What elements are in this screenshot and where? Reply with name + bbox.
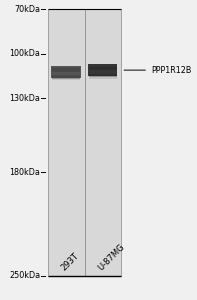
Bar [89, 75, 117, 79]
Text: PPP1R12B: PPP1R12B [124, 66, 191, 75]
Bar [89, 65, 117, 69]
Text: 70kDa: 70kDa [15, 5, 41, 14]
Bar [52, 75, 81, 79]
Bar [48, 10, 85, 276]
Text: 130kDa: 130kDa [10, 94, 41, 103]
Bar [89, 74, 117, 77]
Text: 293T: 293T [60, 252, 81, 273]
Text: 100kDa: 100kDa [10, 50, 41, 58]
Text: 250kDa: 250kDa [9, 271, 41, 280]
Text: 180kDa: 180kDa [10, 168, 41, 177]
Bar [52, 68, 81, 72]
Bar [52, 76, 81, 80]
Text: U-87MG: U-87MG [97, 243, 127, 273]
Bar [52, 67, 81, 70]
Bar [85, 10, 121, 276]
Bar [51, 66, 81, 77]
Bar [89, 67, 117, 70]
Bar [88, 64, 117, 76]
